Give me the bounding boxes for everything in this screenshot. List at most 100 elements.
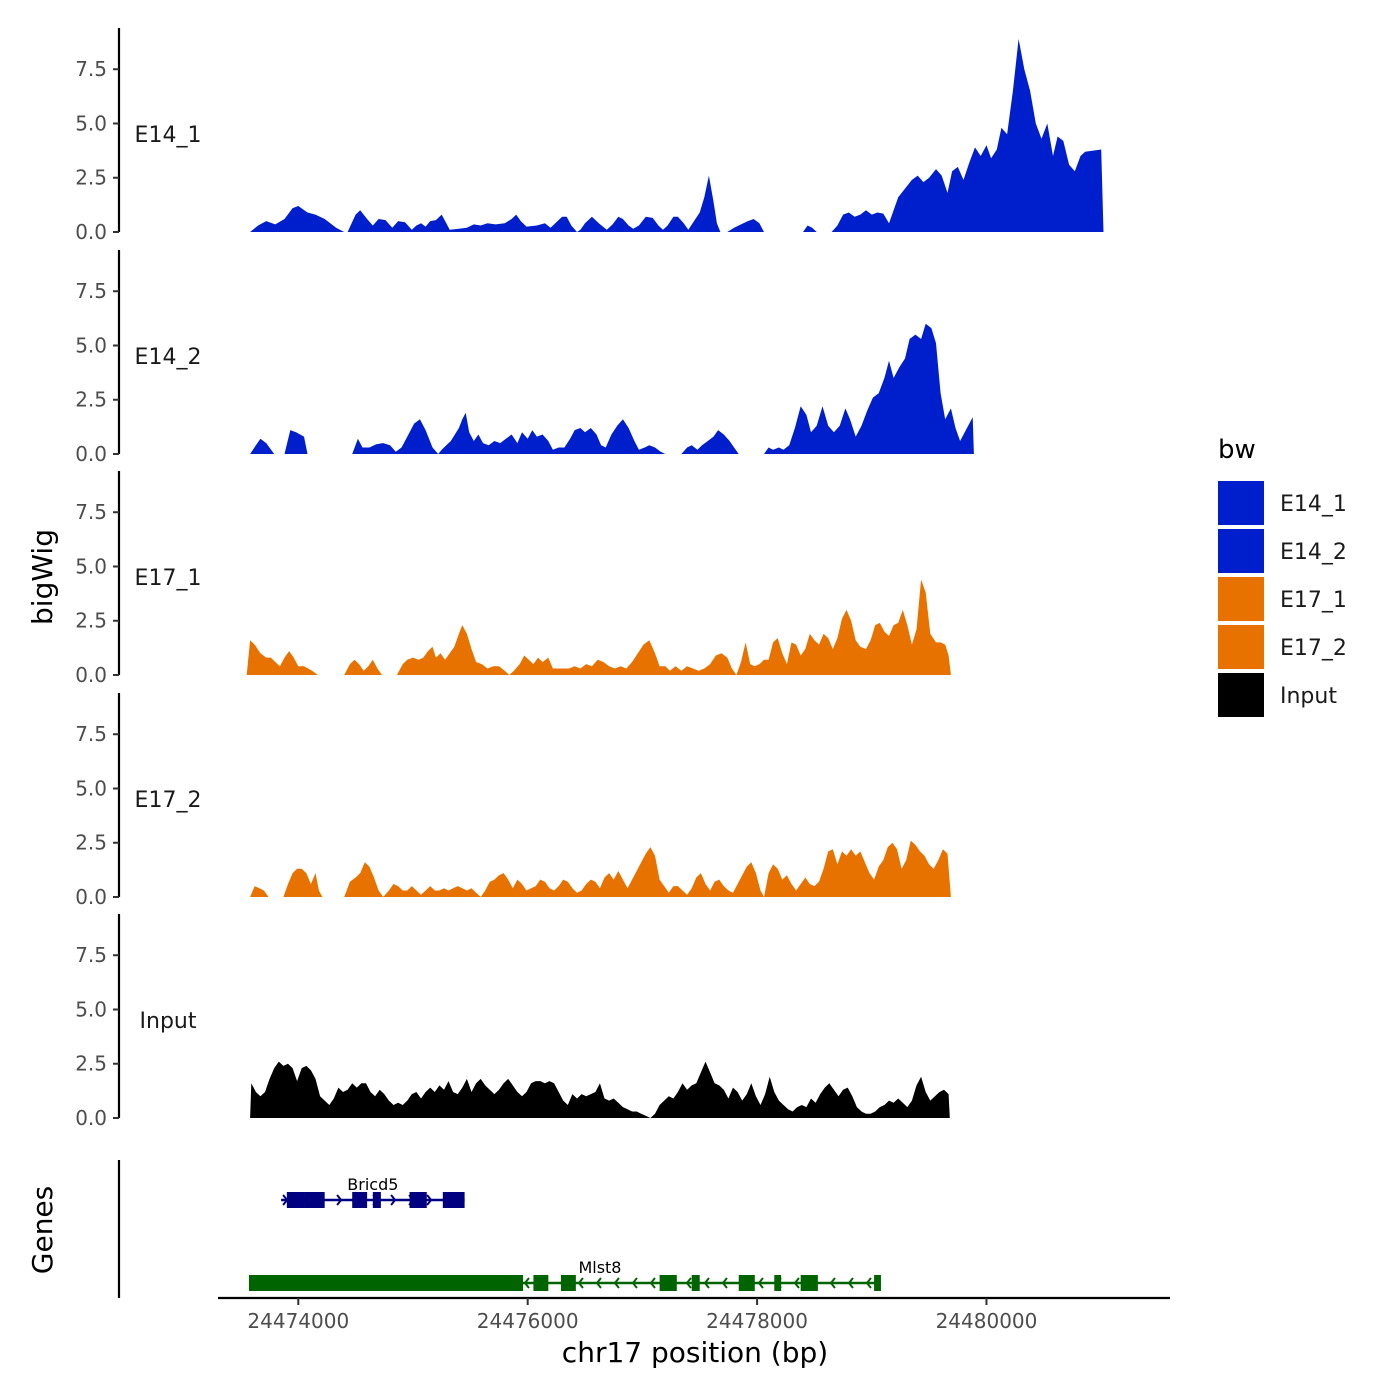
y-tick-label: 7.5 <box>75 500 107 524</box>
exon <box>659 1275 677 1291</box>
y-tick-label: 5.0 <box>75 554 107 578</box>
track-Input: 0.0 2.5 5.0 7.5 Input <box>75 914 950 1130</box>
y-tick-label: 0.0 <box>75 885 107 909</box>
signal-area-E14_2 <box>352 412 666 454</box>
y-tick-label: 0.0 <box>75 220 107 244</box>
bigwig-tracks: 0.0 2.5 5.0 7.5 E14_1 0.0 2.5 5.0 7.5 E14_2 0.0 2.5… <box>75 28 1104 1130</box>
exon <box>248 1275 524 1291</box>
track-label: Input <box>140 1009 197 1034</box>
y-tick-label: 5.0 <box>75 333 107 357</box>
strand-arrow <box>613 1277 620 1289</box>
signal-area-E14_1 <box>803 225 817 232</box>
y-tick-label: 7.5 <box>75 943 107 967</box>
strand-arrow <box>577 1277 584 1289</box>
legend-swatch-E17_2 <box>1218 625 1264 669</box>
x-tick-label: 24478000 <box>706 1309 808 1333</box>
strand-arrow <box>426 1194 433 1206</box>
x-axis: 24474000 24476000 24478000 24480000 <box>218 1296 1170 1333</box>
y-tick-label: 2.5 <box>75 1052 107 1076</box>
legend: bw E14_1 E14_2 E17_1 E17_2 Input <box>1218 435 1347 717</box>
strand-arrow <box>390 1194 397 1206</box>
strand-arrow <box>703 1277 710 1289</box>
y-tick-label: 5.0 <box>75 111 107 135</box>
exon <box>874 1275 881 1291</box>
exon <box>533 1275 549 1291</box>
exon <box>691 1275 700 1291</box>
track-label: E17_1 <box>135 566 202 591</box>
strand-arrow <box>865 1277 872 1289</box>
legend-label-Input: Input <box>1280 684 1337 709</box>
signal-area-E14_1 <box>727 219 764 232</box>
exon <box>442 1192 465 1208</box>
x-tick-label: 24474000 <box>247 1309 349 1333</box>
exon <box>304 1192 325 1208</box>
track-E14_1: 0.0 2.5 5.0 7.5 E14_1 <box>75 28 1104 244</box>
y-tick-label: 2.5 <box>75 388 107 412</box>
legend-swatch-E14_2 <box>1218 529 1264 573</box>
gene-Bricd5: Bricd5 <box>281 1175 465 1208</box>
y-tick-label: 5.0 <box>75 997 107 1021</box>
strand-arrow <box>793 1277 800 1289</box>
x-tick-label: 24476000 <box>477 1309 579 1333</box>
strand-arrow <box>721 1277 728 1289</box>
y-tick-label: 2.5 <box>75 166 107 190</box>
exon <box>286 1192 305 1208</box>
y-tick-label: 0.0 <box>75 442 107 466</box>
exon <box>372 1192 381 1208</box>
signal-area-E17_2 <box>250 886 269 897</box>
signal-area-E17_1 <box>246 640 318 675</box>
strand-arrow <box>829 1277 836 1289</box>
track-E14_2: 0.0 2.5 5.0 7.5 E14_2 <box>75 250 974 466</box>
strand-arrow <box>847 1277 854 1289</box>
y-tick-label: 7.5 <box>75 57 107 81</box>
signal-area-E14_2 <box>284 430 308 454</box>
signal-area-E14_1 <box>831 38 1104 233</box>
y-tick-label: 7.5 <box>75 279 107 303</box>
track-E17_2: 0.0 2.5 5.0 7.5 E17_2 <box>75 693 951 909</box>
legend-label-E14_1: E14_1 <box>1280 492 1347 517</box>
y-axis-title: bigWig <box>26 529 59 625</box>
signal-area-E17_1 <box>396 579 951 675</box>
signal-area-E17_1 <box>344 659 382 675</box>
strand-arrow <box>336 1194 343 1206</box>
signal-area-E17_2 <box>344 840 951 897</box>
y-tick-label: 2.5 <box>75 831 107 855</box>
exon <box>560 1275 576 1291</box>
track-label: E17_2 <box>135 788 202 813</box>
strand-arrow <box>523 1277 530 1289</box>
exon <box>774 1275 782 1291</box>
exon <box>800 1275 818 1291</box>
legend-label-E17_2: E17_2 <box>1280 636 1347 661</box>
track-E17_1: 0.0 2.5 5.0 7.5 E17_1 <box>75 471 951 687</box>
exon <box>738 1275 755 1291</box>
legend-swatch-E17_1 <box>1218 577 1264 621</box>
legend-label-E14_2: E14_2 <box>1280 540 1347 565</box>
strand-arrow <box>631 1277 638 1289</box>
legend-label-E17_1: E17_1 <box>1280 588 1347 613</box>
track-label: E14_2 <box>135 345 202 370</box>
signal-area-E14_2 <box>764 323 974 454</box>
exon <box>352 1192 368 1208</box>
signal-area-E14_2 <box>250 438 275 454</box>
signal-area-E14_2 <box>681 430 739 454</box>
legend-swatch-Input <box>1218 673 1264 717</box>
exon <box>409 1192 427 1208</box>
y-tick-label: 0.0 <box>75 663 107 687</box>
y-tick-label: 7.5 <box>75 722 107 746</box>
gene-name-label: Mlst8 <box>578 1258 621 1277</box>
y-tick-label: 5.0 <box>75 776 107 800</box>
y-tick-label: 0.0 <box>75 1106 107 1130</box>
strand-arrow <box>595 1277 602 1289</box>
x-tick-label: 24480000 <box>936 1309 1038 1333</box>
y-tick-label: 2.5 <box>75 609 107 633</box>
gene-Mlst8: Mlst8 <box>248 1258 881 1291</box>
genes-axis-title: Genes <box>26 1186 59 1274</box>
genes-track: Bricd5 Mlst8 <box>117 1160 881 1298</box>
signal-area-E14_1 <box>347 175 721 232</box>
strand-arrow <box>685 1277 692 1289</box>
signal-area-E14_1 <box>250 206 345 232</box>
legend-swatch-E14_1 <box>1218 481 1264 525</box>
signal-area-Input <box>250 1061 950 1118</box>
legend-title: bw <box>1218 435 1256 465</box>
